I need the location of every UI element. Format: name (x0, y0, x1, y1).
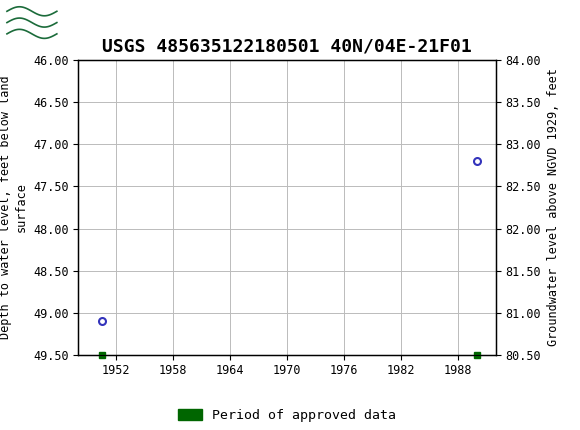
Y-axis label: Groundwater level above NGVD 1929, feet: Groundwater level above NGVD 1929, feet (547, 68, 560, 347)
Legend: Period of approved data: Period of approved data (173, 404, 401, 428)
Title: USGS 485635122180501 40N/04E-21F01: USGS 485635122180501 40N/04E-21F01 (102, 38, 472, 56)
Text: USGS: USGS (67, 12, 122, 31)
Bar (5, 3, 60, 42)
Y-axis label: Depth to water level, feet below land
surface: Depth to water level, feet below land su… (0, 76, 27, 339)
